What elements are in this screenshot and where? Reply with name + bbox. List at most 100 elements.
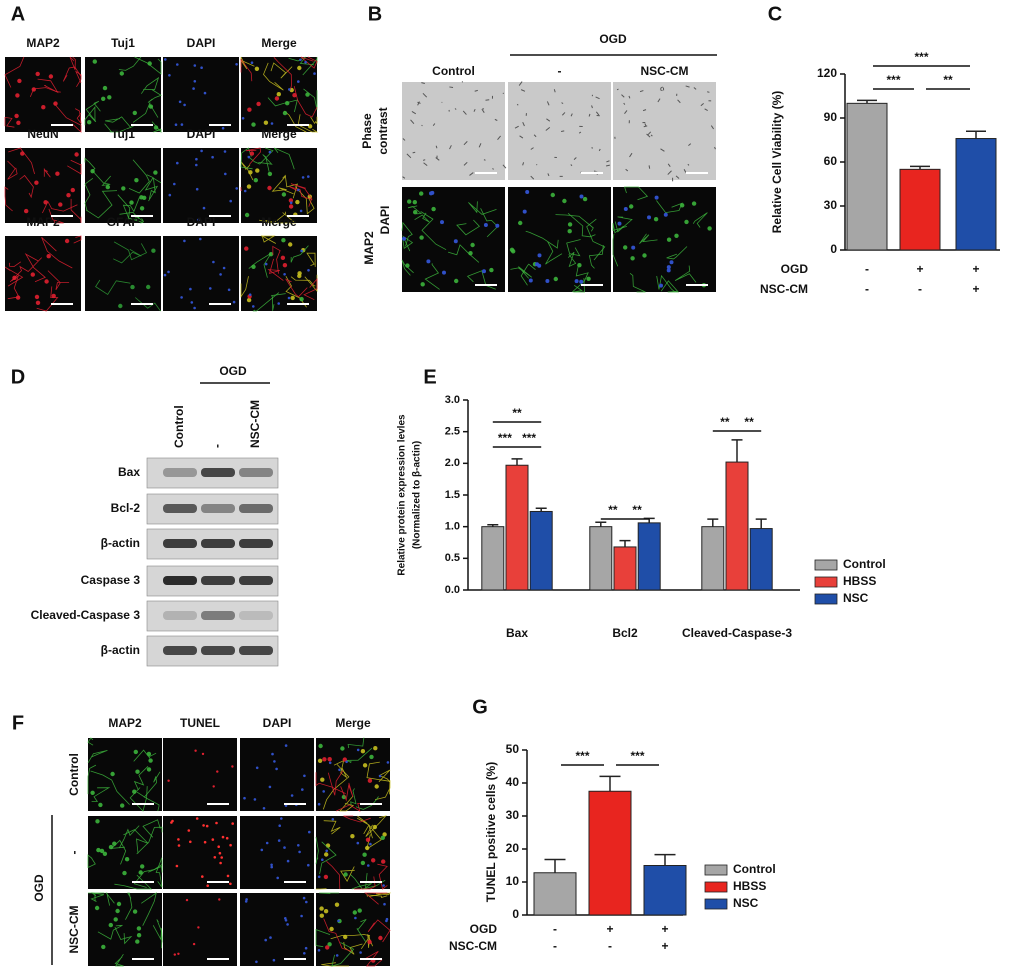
neurite — [290, 276, 316, 287]
nucleus — [229, 199, 232, 203]
nucleus — [219, 861, 222, 865]
soma — [691, 201, 697, 206]
cell — [522, 121, 525, 127]
channel-label: Merge — [261, 36, 297, 50]
neurite — [303, 278, 318, 301]
micrograph — [88, 893, 162, 966]
neurite — [240, 276, 249, 298]
cell — [518, 81, 523, 86]
band — [201, 646, 235, 655]
nucleus — [235, 187, 238, 190]
cell — [519, 135, 524, 139]
neurite — [303, 88, 318, 110]
neurite — [466, 270, 496, 290]
cell — [714, 146, 716, 150]
cell — [650, 134, 653, 137]
nucleus — [199, 237, 202, 241]
soma — [48, 74, 54, 79]
error-bar — [910, 165, 930, 170]
channel-label: Tuj1 — [111, 127, 135, 141]
neurite — [323, 918, 352, 952]
soma — [382, 832, 387, 837]
soma — [630, 256, 635, 261]
significance-label: *** — [498, 431, 512, 445]
significance-label: ** — [512, 406, 522, 420]
neurite — [114, 953, 124, 967]
nucleus — [271, 752, 274, 756]
neurite — [41, 237, 73, 269]
soma — [292, 93, 297, 98]
nucleus — [440, 220, 444, 225]
condition-name: NSC-CM — [760, 282, 808, 296]
cell — [591, 105, 593, 109]
panel-label: A — [11, 3, 25, 25]
row-label: DAPI — [378, 206, 392, 235]
micrograph — [85, 57, 161, 132]
cell — [659, 86, 663, 89]
channel-label: TUNEL — [180, 716, 220, 730]
cell — [561, 112, 566, 116]
neurite — [365, 951, 383, 967]
nucleus — [218, 898, 221, 901]
soma — [550, 192, 555, 198]
soma — [373, 746, 378, 751]
neurite — [70, 198, 82, 224]
cell — [533, 134, 537, 138]
error-bar — [511, 458, 523, 466]
neurite — [375, 780, 391, 801]
neurite — [123, 829, 149, 854]
neurite — [283, 110, 307, 133]
cell — [546, 118, 551, 122]
error-bar — [599, 775, 621, 792]
cell — [421, 124, 423, 127]
soma — [666, 237, 672, 242]
cell — [700, 103, 704, 107]
neurite — [510, 266, 533, 279]
neurite — [90, 770, 130, 805]
nucleus — [221, 835, 225, 839]
soma — [133, 749, 138, 755]
cell — [482, 108, 485, 110]
nucleus — [250, 61, 254, 64]
lane-label: - — [210, 444, 224, 448]
row-label: - — [67, 851, 81, 855]
nucleus — [195, 187, 199, 191]
cell — [667, 170, 672, 175]
nucleus — [288, 88, 291, 91]
cell — [530, 147, 534, 150]
neurite — [270, 62, 293, 79]
nucleus — [354, 916, 357, 920]
cell — [595, 111, 600, 116]
soma — [55, 171, 60, 176]
nucleus — [338, 768, 341, 772]
soma — [288, 242, 293, 247]
cell — [616, 88, 619, 91]
neurite — [567, 251, 577, 268]
neurite — [8, 147, 35, 175]
cell — [606, 160, 610, 163]
error-bar — [654, 853, 676, 866]
soma — [153, 170, 158, 175]
soma — [108, 922, 114, 928]
neurite — [62, 66, 82, 82]
nucleus — [307, 175, 310, 178]
nucleus — [666, 265, 671, 270]
nucleus — [247, 155, 251, 159]
cell — [514, 125, 519, 129]
cell — [646, 133, 651, 138]
y-tick-label: 40 — [506, 775, 520, 789]
channel-label: Merge — [335, 716, 371, 730]
soma — [405, 263, 410, 268]
nucleus — [187, 829, 191, 832]
soma — [680, 203, 685, 208]
significance-label: ** — [744, 415, 754, 429]
soma — [653, 217, 659, 222]
neurite — [297, 114, 319, 133]
neurite — [152, 925, 163, 949]
neurite — [322, 764, 350, 810]
nucleus — [367, 864, 370, 867]
soma — [360, 860, 366, 866]
neurite — [133, 864, 163, 888]
neurite — [586, 218, 606, 261]
neurite — [660, 280, 680, 293]
